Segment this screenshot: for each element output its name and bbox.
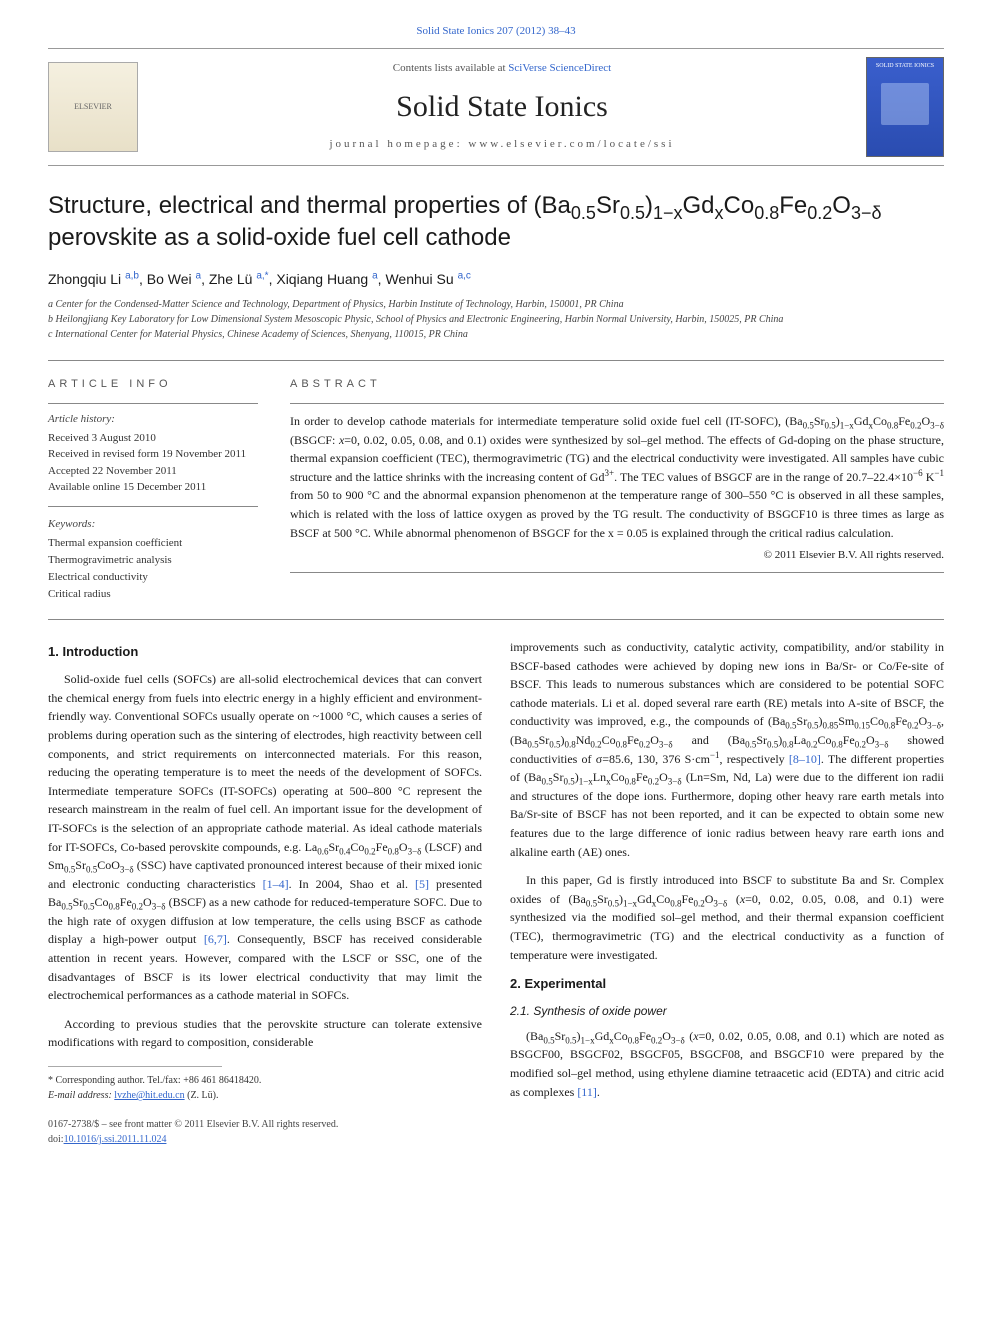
intro-p2: According to previous studies that the p… (48, 1015, 482, 1052)
author-list: Zhongqiu Li a,b, Bo Wei a, Zhe Lü a,*, X… (48, 269, 944, 289)
article-info-heading: ARTICLE INFO (48, 377, 258, 393)
keywords-list: Thermal expansion coefficient Thermograv… (48, 535, 258, 603)
journal-banner: ELSEVIER Contents lists available at Sci… (48, 48, 944, 166)
intro-p1: Solid-oxide fuel cells (SOFCs) are all-s… (48, 670, 482, 1005)
history-revised: Received in revised form 19 November 201… (48, 446, 258, 463)
section-1-heading: 1. Introduction (48, 642, 482, 662)
article-info-block: ARTICLE INFO Article history: Received 3… (48, 377, 258, 603)
abstract-text: In order to develop cathode materials fo… (290, 412, 944, 542)
homepage-prefix: journal homepage: (329, 138, 468, 150)
left-column: 1. Introduction Solid-oxide fuel cells (… (48, 638, 482, 1147)
divider (290, 572, 944, 573)
cover-label: SOLID STATE IONICS (876, 62, 934, 71)
divider (48, 360, 944, 361)
contents-line: Contents lists available at SciVerse Sci… (138, 61, 866, 77)
email-line: E-mail address: lvzhe@hit.edu.cn (Z. Lü)… (48, 1088, 482, 1103)
journal-citation[interactable]: Solid State Ionics 207 (2012) 38–43 (48, 24, 944, 40)
contents-prefix: Contents lists available at (393, 62, 508, 74)
history-received: Received 3 August 2010 (48, 430, 258, 447)
intro-p3: improvements such as conductivity, catal… (510, 638, 944, 861)
abstract-copyright: © 2011 Elsevier B.V. All rights reserved… (290, 548, 944, 564)
email-suffix: (Z. Lü). (185, 1090, 219, 1101)
homepage-line: journal homepage: www.elsevier.com/locat… (138, 137, 866, 153)
affiliation-c: c International Center for Material Phys… (48, 327, 944, 342)
divider (48, 619, 944, 620)
right-column: improvements such as conductivity, catal… (510, 638, 944, 1147)
doi-link[interactable]: 10.1016/j.ssi.2011.11.024 (64, 1134, 167, 1145)
divider (48, 506, 258, 507)
keyword: Thermogravimetric analysis (48, 552, 258, 569)
email-link[interactable]: lvzhe@hit.edu.cn (114, 1090, 184, 1101)
banner-center: Contents lists available at SciVerse Sci… (138, 61, 866, 152)
abstract-heading: ABSTRACT (290, 377, 944, 393)
meta-row: ARTICLE INFO Article history: Received 3… (48, 377, 944, 603)
cover-art-icon (881, 83, 929, 125)
sciencedirect-link[interactable]: SciVerse ScienceDirect (508, 62, 611, 74)
email-label: E-mail address: (48, 1090, 114, 1101)
affiliations: a Center for the Condensed-Matter Scienc… (48, 297, 944, 342)
abstract-block: ABSTRACT In order to develop cathode mat… (290, 377, 944, 603)
keyword: Thermal expansion coefficient (48, 535, 258, 552)
affiliation-b: b Heilongjiang Key Laboratory for Low Di… (48, 312, 944, 327)
keyword: Critical radius (48, 586, 258, 603)
doi-line: doi:10.1016/j.ssi.2011.11.024 (48, 1132, 482, 1147)
history-label: Article history: (48, 412, 258, 428)
journal-cover-thumb[interactable]: SOLID STATE IONICS (866, 57, 944, 157)
history-lines: Received 3 August 2010 Received in revis… (48, 430, 258, 496)
exp-p1: (Ba0.5Sr0.5)1−xGdxCo0.8Fe0.2O3−δ (x=0, 0… (510, 1027, 944, 1101)
history-accepted: Accepted 22 November 2011 (48, 463, 258, 480)
article-title: Structure, electrical and thermal proper… (48, 190, 944, 255)
elsevier-logo[interactable]: ELSEVIER (48, 62, 138, 152)
divider (48, 403, 258, 404)
journal-name: Solid State Ionics (138, 85, 866, 129)
issn-line: 0167-2738/$ – see front matter © 2011 El… (48, 1117, 482, 1132)
corresponding-author: * Corresponding author. Tel./fax: +86 46… (48, 1073, 482, 1088)
doi-prefix: doi: (48, 1134, 64, 1145)
keyword: Electrical conductivity (48, 569, 258, 586)
homepage-url[interactable]: www.elsevier.com/locate/ssi (468, 138, 674, 150)
keywords-label: Keywords: (48, 517, 258, 533)
subsection-2-1-heading: 2.1. Synthesis of oxide power (510, 1002, 944, 1021)
body-columns: 1. Introduction Solid-oxide fuel cells (… (48, 638, 944, 1147)
section-2-heading: 2. Experimental (510, 974, 944, 994)
intro-p4: In this paper, Gd is firstly introduced … (510, 871, 944, 964)
affiliation-a: a Center for the Condensed-Matter Scienc… (48, 297, 944, 312)
footnote-divider (48, 1066, 222, 1067)
bottom-footer: 0167-2738/$ – see front matter © 2011 El… (48, 1117, 482, 1147)
history-online: Available online 15 December 2011 (48, 479, 258, 496)
divider (290, 403, 944, 404)
